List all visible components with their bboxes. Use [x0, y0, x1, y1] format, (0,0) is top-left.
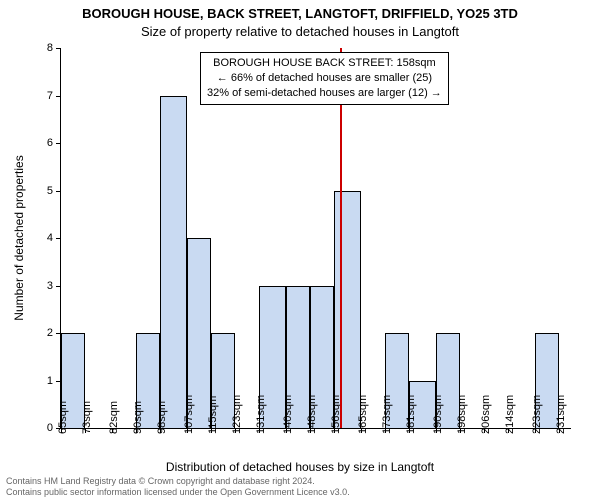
x-axis-label: Distribution of detached houses by size … [0, 460, 600, 474]
histogram-bar [334, 191, 361, 429]
x-tick-label: 173sqm [381, 395, 393, 434]
y-tick-label: 2 [47, 327, 53, 339]
annotation-line: BOROUGH HOUSE BACK STREET: 158sqm [207, 56, 442, 71]
x-tick-label: 90sqm [132, 401, 144, 434]
x-tick-label: 98sqm [156, 401, 168, 434]
x-tick-label: 123sqm [231, 395, 243, 434]
chart-title-sub: Size of property relative to detached ho… [0, 24, 600, 39]
x-tick-label: 82sqm [108, 401, 120, 434]
y-tick [56, 48, 61, 49]
y-tick [56, 96, 61, 97]
annotation-line: 32% of semi-detached houses are larger (… [207, 86, 442, 101]
y-tick [56, 191, 61, 192]
property-size-chart: BOROUGH HOUSE, BACK STREET, LANGTOFT, DR… [0, 0, 600, 500]
x-tick-label: 73sqm [81, 401, 93, 434]
y-tick-label: 6 [47, 137, 53, 149]
x-tick-label: 131sqm [255, 395, 267, 434]
x-tick-label: 165sqm [357, 395, 369, 434]
chart-title-main: BOROUGH HOUSE, BACK STREET, LANGTOFT, DR… [0, 6, 600, 21]
x-tick-label: 198sqm [456, 395, 468, 434]
y-tick-label: 4 [47, 232, 53, 244]
x-tick-label: 148sqm [306, 395, 318, 434]
annotation-box: BOROUGH HOUSE BACK STREET: 158sqm← 66% o… [200, 52, 449, 105]
x-tick-label: 65sqm [57, 401, 69, 434]
y-tick-label: 7 [47, 90, 53, 102]
x-tick-label: 115sqm [207, 396, 219, 434]
annotation-line: ← 66% of detached houses are smaller (25… [207, 71, 442, 86]
plot-area: 01234567865sqm73sqm82sqm90sqm98sqm107sqm… [60, 48, 571, 429]
y-tick-label: 1 [47, 375, 53, 387]
y-tick-label: 5 [47, 185, 53, 197]
x-tick-label: 231sqm [555, 395, 567, 434]
y-tick [56, 286, 61, 287]
x-tick-label: 214sqm [504, 395, 516, 434]
property-marker-line [340, 48, 342, 428]
x-tick-label: 107sqm [183, 395, 195, 434]
histogram-bar [160, 96, 187, 429]
y-tick-label: 0 [47, 422, 53, 434]
x-tick-label: 223sqm [531, 395, 543, 434]
y-tick [56, 238, 61, 239]
x-tick-label: 190sqm [432, 395, 444, 434]
x-tick-label: 181sqm [405, 395, 417, 434]
x-tick-label: 206sqm [480, 395, 492, 434]
x-tick-label: 140sqm [282, 395, 294, 434]
y-axis-label: Number of detached properties [12, 155, 26, 320]
footer-line-2: Contains public sector information licen… [6, 487, 594, 498]
y-tick-label: 8 [47, 42, 53, 54]
y-tick-label: 3 [47, 280, 53, 292]
footer-line-1: Contains HM Land Registry data © Crown c… [6, 476, 594, 487]
chart-footer: Contains HM Land Registry data © Crown c… [0, 474, 600, 500]
y-tick [56, 143, 61, 144]
